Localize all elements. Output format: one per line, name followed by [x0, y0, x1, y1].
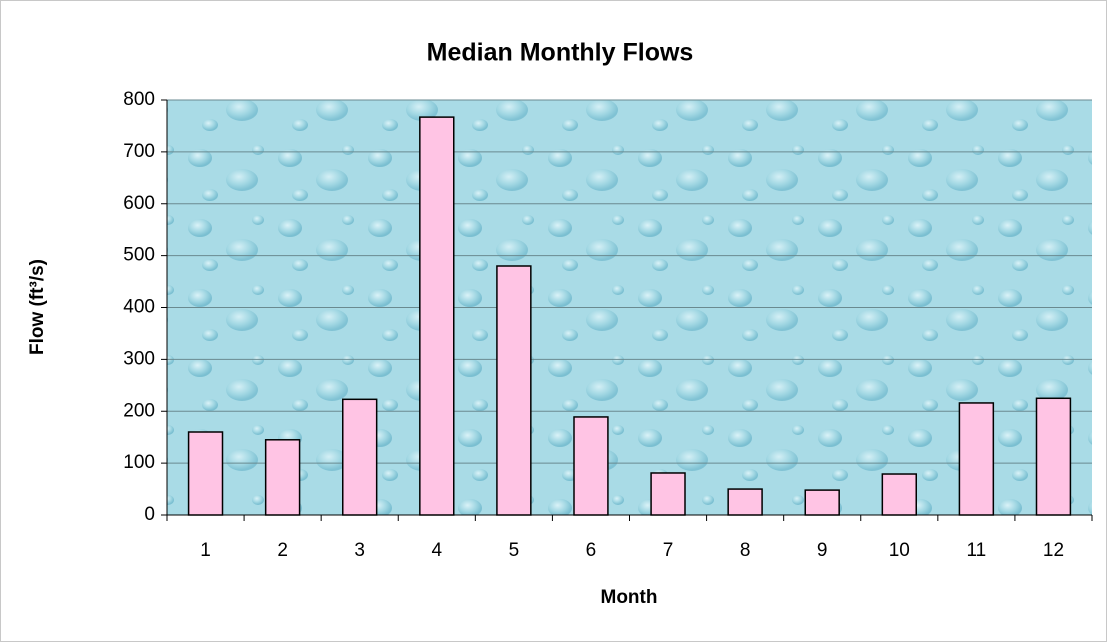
y-tick-label: 100: [123, 452, 155, 473]
y-axis-label: Flow (ft³/s): [27, 259, 48, 355]
bar: [573, 416, 609, 516]
bar: [804, 489, 840, 516]
bar: [496, 265, 532, 516]
x-tick-label: 2: [277, 540, 288, 561]
y-tick-label: 400: [123, 297, 155, 318]
x-tick-label: 8: [740, 540, 751, 561]
bar: [650, 472, 686, 516]
bar: [419, 116, 455, 516]
y-tick-label: 500: [123, 245, 155, 266]
x-tick-label: 9: [817, 540, 828, 561]
x-tick-label: 7: [663, 540, 674, 561]
bar: [264, 439, 301, 516]
y-tick-label: 0: [144, 504, 155, 525]
x-tick-label: 11: [967, 540, 987, 561]
x-tick-label: 12: [1043, 540, 1064, 561]
bar: [1035, 397, 1072, 516]
x-tick-label: 1: [200, 540, 211, 561]
bar: [958, 402, 995, 516]
bar: [727, 488, 763, 516]
y-tick-label: 200: [123, 400, 155, 421]
x-tick-label: 4: [432, 540, 443, 561]
y-tick-label: 700: [123, 141, 155, 162]
x-tick-label: 10: [889, 540, 910, 561]
chart-title: Median Monthly Flows: [427, 39, 694, 67]
x-axis-label: Month: [601, 587, 658, 608]
x-tick-label: 3: [354, 540, 365, 561]
x-tick-label: 5: [509, 540, 520, 561]
bar: [342, 398, 378, 516]
bar: [187, 431, 224, 516]
x-tick-label: 6: [586, 540, 597, 561]
bar: [881, 473, 917, 516]
y-tick-label: 300: [123, 348, 155, 369]
y-tick-label: 800: [123, 89, 155, 110]
y-tick-label: 600: [123, 193, 155, 214]
